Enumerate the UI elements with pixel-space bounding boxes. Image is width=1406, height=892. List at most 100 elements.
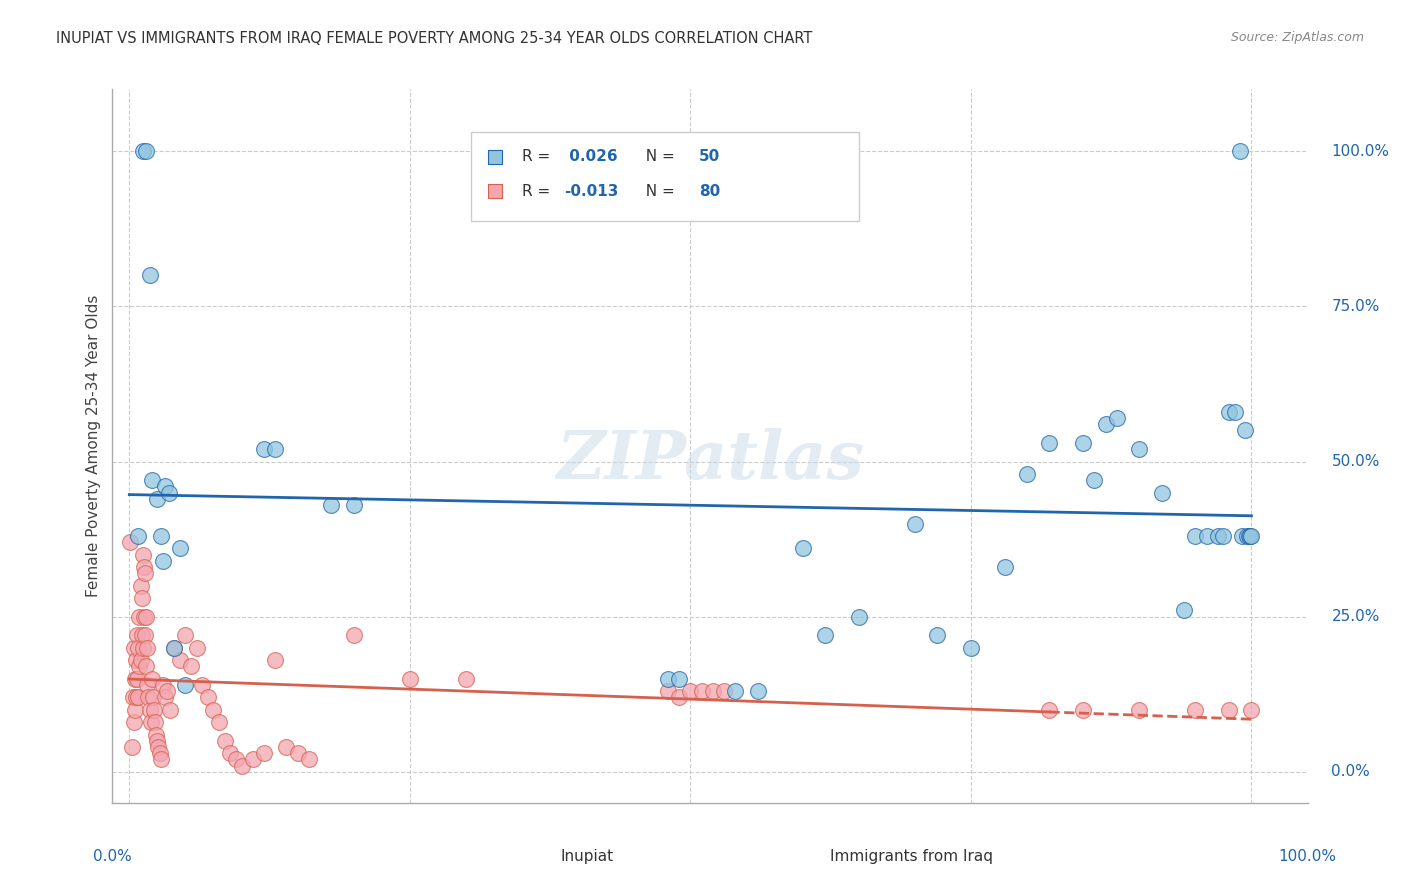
Point [155,690,177,705]
Point [276,739,298,754]
Point [142,690,165,705]
Point [202,703,225,717]
Point [214,733,236,747]
Point [994,560,1017,574]
Point [1223,405,1246,419]
Point [134,628,156,642]
Point [1038,703,1060,717]
Point [1240,529,1263,543]
Point [1015,467,1038,481]
Point [180,659,202,673]
Text: -0.013: -0.013 [564,184,619,199]
Point [156,684,179,698]
Point [125,690,148,705]
Point [1094,417,1116,432]
Point [127,529,149,543]
Point [138,690,160,705]
Point [287,746,309,760]
Point [1239,529,1261,543]
Point [904,516,927,531]
Point [1128,703,1150,717]
Point [1150,485,1173,500]
Point [264,442,287,456]
Point [454,672,477,686]
Point [191,678,214,692]
Text: 50: 50 [699,150,720,164]
Text: 75.0%: 75.0% [1331,299,1379,314]
Point [186,640,208,655]
Point [231,758,253,772]
Point [1240,703,1263,717]
Point [668,672,690,686]
Point [139,715,162,730]
Point [477,233,499,247]
Point [155,479,177,493]
Point [174,628,197,642]
Point [253,442,276,456]
Point [169,541,191,556]
Point [143,703,166,717]
Point [747,684,769,698]
Point [1237,529,1260,543]
Point [149,529,172,543]
Point [814,628,837,642]
Point [690,684,713,698]
Point [657,684,679,698]
Text: Immigrants from Iraq: Immigrants from Iraq [830,849,993,863]
Point [1212,529,1234,543]
Point [124,703,146,717]
Point [724,684,747,698]
Text: N =: N = [636,150,679,164]
Text: Inupiat: Inupiat [561,849,614,863]
Text: R =: R = [523,150,555,164]
Point [138,268,160,283]
Point [135,145,157,159]
Point [136,678,159,692]
Point [152,678,174,692]
Text: 50.0%: 50.0% [1331,454,1379,469]
Point [668,690,690,705]
Point [253,746,276,760]
Point [121,739,143,754]
Point [163,640,186,655]
Text: 25.0%: 25.0% [1331,609,1379,624]
Point [1218,405,1240,419]
Point [120,535,142,549]
Point [298,752,321,766]
Point [134,566,156,581]
Point [1105,411,1128,425]
Point [343,628,366,642]
Point [399,672,422,686]
Point [1071,703,1094,717]
Point [143,715,166,730]
Point [131,628,153,642]
Point [131,591,153,605]
Point [152,554,174,568]
Point [1184,703,1206,717]
Point [343,498,366,512]
Point [1071,436,1094,450]
Point [132,145,155,159]
Point [122,715,145,730]
Text: 80: 80 [699,184,720,199]
Text: 100.0%: 100.0% [1331,144,1389,159]
Point [135,609,157,624]
Point [127,640,149,655]
Point [132,609,155,624]
Point [138,703,160,717]
Point [127,690,149,705]
Point [146,733,169,747]
Point [679,684,702,698]
Point [132,640,155,655]
Text: Source: ZipAtlas.com: Source: ZipAtlas.com [1230,31,1364,45]
Text: INUPIAT VS IMMIGRANTS FROM IRAQ FEMALE POVERTY AMONG 25-34 YEAR OLDS CORRELATION: INUPIAT VS IMMIGRANTS FROM IRAQ FEMALE P… [56,31,813,46]
Text: 0.0%: 0.0% [93,849,132,864]
Point [264,653,287,667]
Point [225,752,247,766]
Point [129,579,152,593]
Point [148,739,170,754]
Point [197,690,219,705]
Point [132,560,155,574]
Point [242,752,264,766]
Point [1236,529,1258,543]
